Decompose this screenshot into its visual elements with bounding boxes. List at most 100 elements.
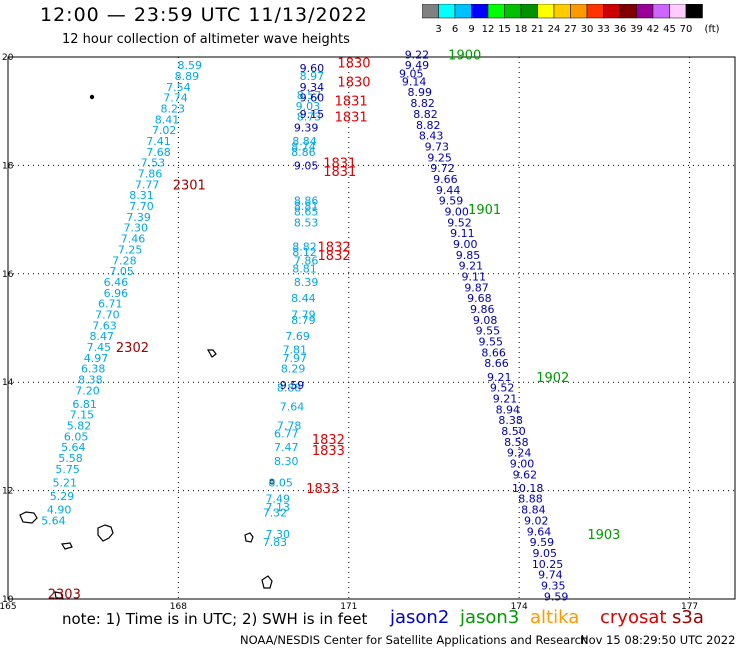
wave-height-label: 9.21 bbox=[459, 260, 484, 273]
island-outline bbox=[97, 524, 114, 542]
wave-height-label: 7.46 bbox=[121, 233, 146, 246]
y-tick-label: 10 bbox=[2, 595, 14, 605]
wave-height-label: 7.45 bbox=[87, 341, 112, 354]
wave-height-label: 8.05 bbox=[268, 476, 293, 489]
wave-height-label: 5.29 bbox=[50, 490, 75, 503]
wave-height-label: 7.64 bbox=[280, 401, 305, 414]
wave-height-label: 5.75 bbox=[55, 463, 80, 476]
wave-height-label: 8.79 bbox=[291, 314, 316, 327]
color-scale-bar: 3 6 9 12 15 18 21 24 27 30 33 36 39 42 45 70 (ft) bbox=[422, 4, 720, 35]
wave-height-label: 6.71 bbox=[98, 298, 123, 311]
colorbar-tick-label: 45 bbox=[663, 24, 676, 35]
wave-height-label: 6.96 bbox=[104, 287, 129, 300]
wave-height-label: 8.81 bbox=[294, 200, 319, 213]
footnote: note: 1) Time is in UTC; 2) SWH is in fe… bbox=[62, 610, 368, 628]
wave-height-label: 9.21 bbox=[487, 371, 512, 384]
y-tick-label: 18 bbox=[2, 161, 14, 171]
wave-height-label: 8.41 bbox=[155, 113, 180, 126]
satellite-legend: jason2 jason3 altika cryosat s3a bbox=[0, 607, 740, 633]
wave-height-label: 7.69 bbox=[285, 330, 310, 343]
wave-height-label: 9.11 bbox=[461, 271, 486, 284]
y-tick-label: 14 bbox=[2, 378, 14, 388]
wave-height-label: 8.88 bbox=[277, 382, 302, 395]
pass-time-label: 1903 bbox=[587, 528, 620, 543]
wave-height-label: 7.05 bbox=[109, 265, 134, 278]
wave-height-label: 8.39 bbox=[294, 276, 319, 289]
pass-time-label: 2301 bbox=[173, 178, 206, 193]
wave-height-label: 9.59 bbox=[544, 590, 569, 603]
wave-height-label: 9.03 bbox=[296, 100, 321, 113]
legend-item-cryosat: cryosat bbox=[600, 607, 667, 628]
wave-height-label: 9.00 bbox=[510, 458, 535, 471]
colorbar-tick-label: 70 bbox=[680, 24, 693, 35]
colorbar-tick-label: 42 bbox=[647, 24, 660, 35]
wave-height-label: 5.64 bbox=[61, 441, 86, 454]
wave-height-label: 9.59 bbox=[530, 536, 555, 549]
colorbar-unit-label: (ft) bbox=[705, 24, 720, 35]
pass-time-label: 1830 bbox=[337, 75, 370, 90]
wave-height-label: 8.81 bbox=[292, 262, 317, 275]
wave-height-label: 9.15 bbox=[300, 108, 325, 121]
island-outline bbox=[261, 575, 273, 589]
pass-time-label: 1900 bbox=[448, 48, 481, 63]
wave-height-label: 7.28 bbox=[112, 254, 137, 267]
wave-height-label: 9.55 bbox=[479, 336, 504, 349]
wave-height-label: 7.68 bbox=[146, 146, 171, 159]
wave-height-label: 8.38 bbox=[78, 373, 103, 386]
wave-height-label: 7.83 bbox=[263, 536, 288, 549]
island-dot bbox=[269, 479, 275, 485]
wave-height-label: 9.44 bbox=[436, 184, 461, 197]
wave-height-label: 7.32 bbox=[263, 506, 288, 519]
wave-height-label: 9.74 bbox=[538, 569, 563, 582]
wave-height-label: 7.97 bbox=[283, 352, 308, 365]
colorbar-tick-label: 27 bbox=[564, 24, 577, 35]
wave-height-label: 9.21 bbox=[493, 392, 518, 405]
wave-height-label: 10.25 bbox=[532, 558, 564, 571]
wave-height-label: 8.88 bbox=[518, 493, 543, 506]
wave-height-label: 9.08 bbox=[473, 314, 498, 327]
generated-timestamp: Nov 15 08:29:50 UTC 2022 bbox=[580, 633, 736, 647]
wave-height-label: 9.73 bbox=[425, 140, 450, 153]
colorbar-swatch bbox=[685, 4, 703, 19]
x-tick-label: 177 bbox=[681, 602, 698, 612]
wave-height-label: 9.87 bbox=[464, 281, 489, 294]
wave-height-label: 8.44 bbox=[291, 292, 316, 305]
y-tick-label: 20 bbox=[2, 53, 14, 63]
wave-height-label: 9.05 bbox=[399, 67, 424, 80]
wave-height-label: 7.78 bbox=[277, 420, 302, 433]
wave-height-label: 7.86 bbox=[138, 168, 163, 181]
chart-subtitle: 12 hour collection of altimeter wave hei… bbox=[62, 32, 350, 47]
wave-height-label: 9.25 bbox=[427, 151, 452, 164]
wave-height-label: 7.15 bbox=[70, 409, 95, 422]
wave-height-label: 9.35 bbox=[541, 579, 566, 592]
credit-line: NOAA/NESDIS Center for Satellite Applica… bbox=[240, 633, 589, 647]
wave-height-label: 9.24 bbox=[507, 447, 532, 460]
island-outline bbox=[19, 511, 38, 524]
wave-height-label: 7.30 bbox=[124, 222, 149, 235]
wave-height-label: 7.77 bbox=[135, 178, 160, 191]
wave-height-label: 9.55 bbox=[476, 325, 501, 338]
wave-height-label: 6.46 bbox=[104, 276, 129, 289]
wave-height-label: 9.00 bbox=[453, 238, 478, 251]
wave-height-label: 7.02 bbox=[152, 124, 177, 137]
wave-height-label: 7.86 bbox=[294, 254, 319, 267]
wave-height-label: 7.41 bbox=[146, 135, 171, 148]
wave-height-label: 9.49 bbox=[405, 59, 430, 72]
pass-time-label: 1831 bbox=[335, 94, 368, 109]
pass-time-label: 1832 bbox=[318, 241, 351, 256]
wave-height-label: 9.02 bbox=[524, 514, 549, 527]
wave-height-label: 9.05 bbox=[294, 159, 319, 172]
colorbar-tick-label: 39 bbox=[630, 24, 643, 35]
legend-item-altika: altika bbox=[530, 607, 580, 628]
wave-height-label: 7.39 bbox=[126, 211, 151, 224]
wave-height-label: 8.57 bbox=[297, 89, 322, 102]
wave-height-label: 7.20 bbox=[75, 384, 100, 397]
pass-time-label: 1832 bbox=[318, 249, 351, 264]
pass-time-label: 2302 bbox=[116, 341, 149, 356]
colorbar-tick-label: 24 bbox=[548, 24, 561, 35]
wave-height-label: 8.73 bbox=[297, 111, 322, 124]
wave-height-label: 7.81 bbox=[283, 344, 308, 357]
wave-height-label: 7.70 bbox=[95, 308, 120, 321]
wave-height-label: 7.49 bbox=[266, 493, 291, 506]
wave-height-label: 9.34 bbox=[300, 81, 325, 94]
